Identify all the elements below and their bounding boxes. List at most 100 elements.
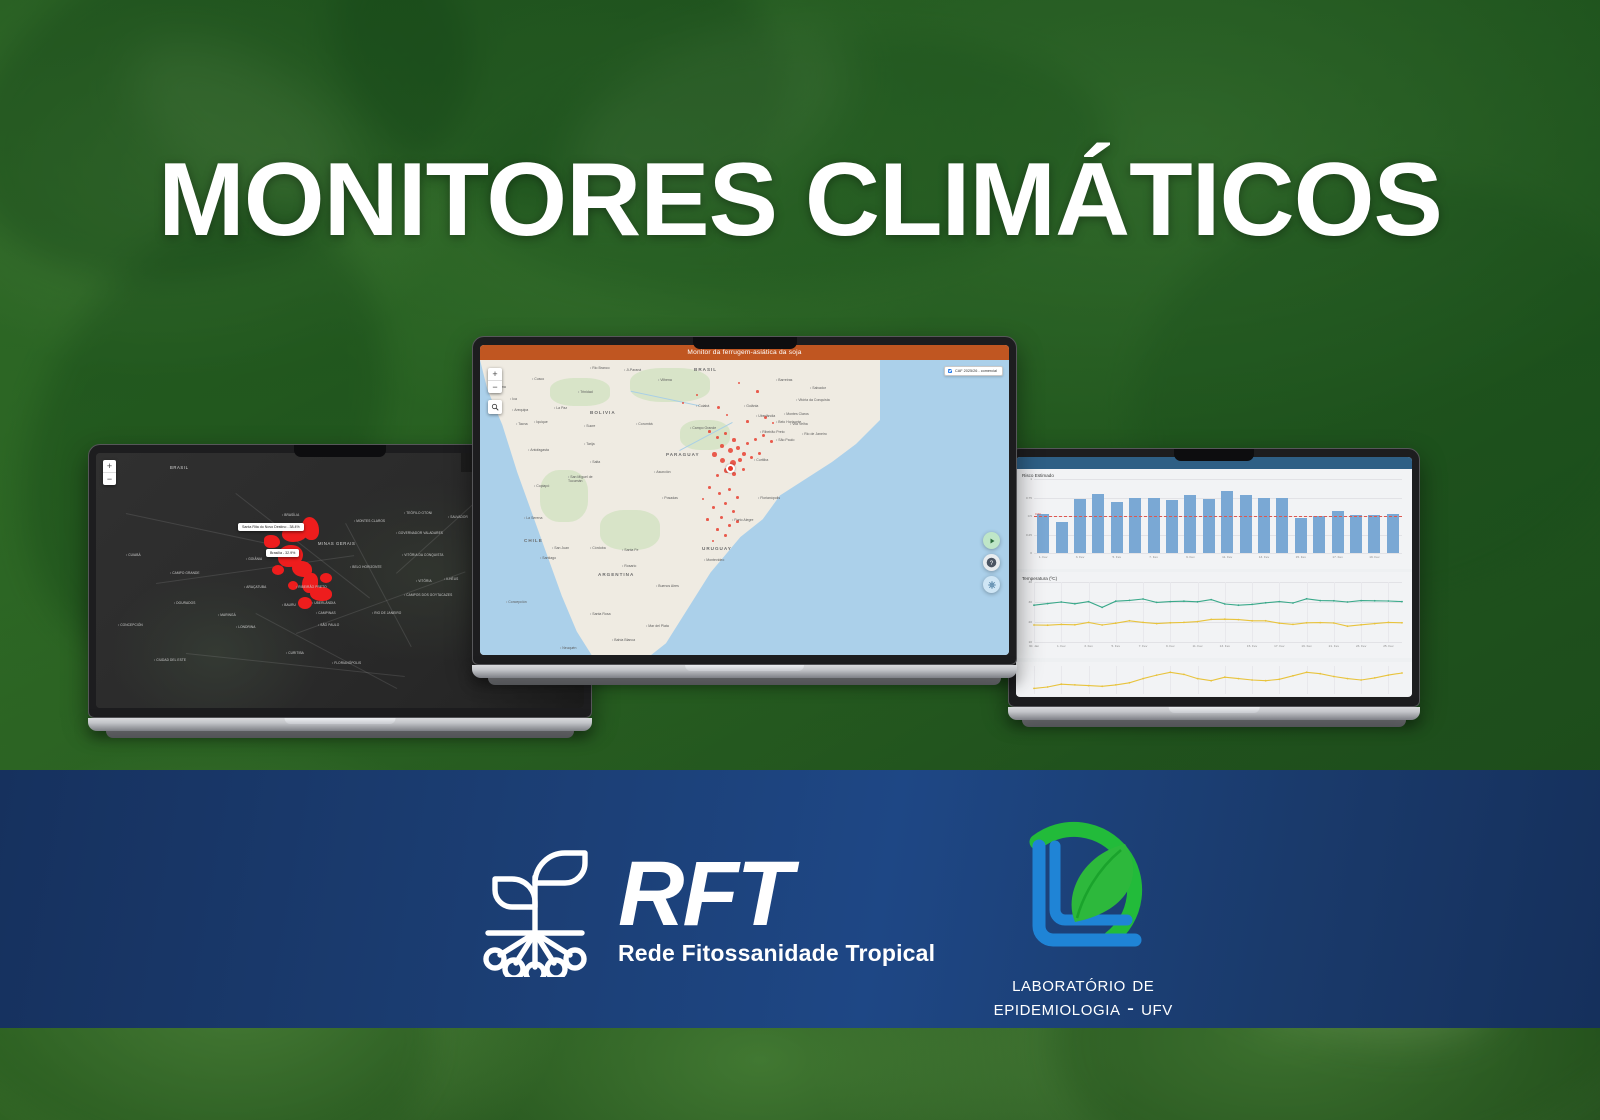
gridline — [1197, 666, 1199, 694]
bar[interactable] — [1129, 497, 1142, 553]
map-layer-legend[interactable]: CAF 2025/26 - comercial — [944, 366, 1003, 376]
gridline — [1143, 582, 1145, 642]
gridline — [1034, 497, 1402, 499]
gridline — [1224, 582, 1226, 642]
map-label: CAMPO GRANDE — [170, 571, 200, 575]
rft-acronym: RFT — [618, 842, 793, 945]
map-label: BELO HORIZONTE — [350, 565, 382, 569]
gridline — [1361, 582, 1363, 642]
x-axis-tick: 19. Fev — [1369, 555, 1380, 559]
gridline — [1034, 666, 1035, 694]
x-axis-tick: 1. Fev — [1038, 555, 1048, 559]
x-axis-tick: 13. Fev — [1258, 555, 1270, 559]
series-paths — [1033, 597, 1403, 628]
laptop-center-screen: Monitor da ferrugem-asiática da soja — [480, 345, 1009, 655]
laptop-right: Risco Estimado 0 0.25 0.5 0.75 1 0.50 1. Fev 3.… — [1008, 448, 1420, 727]
x-axis-tick: 3. Fev — [1084, 644, 1093, 648]
bar[interactable] — [1037, 513, 1050, 553]
y-axis-tick: 0.5 — [1027, 514, 1032, 518]
zoom-out-button[interactable]: − — [103, 472, 116, 485]
layer-checkbox[interactable] — [948, 369, 952, 373]
map-label: CONCEPCIÓN — [118, 623, 143, 627]
map-label: TEÓFILO OTONI — [404, 511, 432, 515]
risk-bar-chart[interactable]: 0 0.25 0.5 0.75 1 0.50 1. Fev 3. Fev 5. Fev 7. Fe… — [1026, 477, 1402, 559]
laptop-left-notch — [294, 445, 386, 457]
dashboard-topbar — [1016, 457, 1412, 469]
plant-root-network-icon — [470, 837, 600, 985]
map-label: CHILE — [524, 538, 543, 543]
gridline — [1034, 553, 1402, 554]
gridline — [1224, 666, 1226, 694]
search-icon[interactable] — [488, 400, 502, 414]
gridline — [1170, 582, 1172, 642]
gridline — [1252, 582, 1254, 642]
bar[interactable] — [1349, 515, 1363, 553]
play-icon[interactable] — [983, 532, 1000, 549]
x-axis-tick: 9. Fev — [1165, 644, 1175, 648]
map-label: BRASIL — [170, 465, 189, 470]
bar[interactable] — [1331, 510, 1344, 553]
rft-tagline: Rede Fitossanidade Tropical — [618, 940, 936, 967]
laptop-center-foot — [488, 678, 1001, 685]
third-line-chart[interactable] — [1033, 666, 1403, 694]
bar[interactable] — [1110, 501, 1123, 553]
chart-title: Risco Estimado — [1022, 473, 1054, 478]
risk-chart-panel: Risco Estimado 0 0.25 0.5 0.75 1 0.50 1. Fev 3.… — [1016, 469, 1412, 569]
bar[interactable] — [1313, 516, 1326, 553]
app-title: Monitor da ferrugem-asiática da soja — [687, 349, 802, 356]
map-zoom-controls[interactable]: + − — [103, 460, 116, 485]
bar[interactable] — [1184, 495, 1197, 553]
bar[interactable] — [1276, 498, 1289, 553]
bar[interactable] — [1221, 490, 1234, 553]
map-label: ARAÇATUBA — [244, 585, 266, 589]
map-label: MARINGÁ — [218, 613, 236, 617]
bar[interactable] — [1368, 515, 1381, 553]
risk-area — [264, 535, 280, 548]
chart-title: Temperatura (ºC) — [1022, 576, 1058, 581]
bar[interactable] — [1055, 521, 1068, 553]
zoom-in-button[interactable]: + — [106, 461, 113, 471]
map-label: LONDRINA — [236, 625, 256, 629]
map-zoom-controls[interactable]: + − — [488, 368, 502, 393]
x-axis-tick: 19. Fev — [1301, 644, 1312, 648]
risk-area — [272, 565, 284, 575]
threshold-line — [1034, 516, 1402, 517]
selected-location-marker[interactable] — [726, 464, 735, 473]
bar[interactable] — [1202, 498, 1215, 553]
ufv-lab-line1: Laboratório de — [1012, 973, 1155, 996]
bar[interactable] — [1147, 498, 1160, 553]
y-axis-tick: 30 — [1028, 600, 1032, 604]
temperature-line-chart[interactable]: 40 30 20 10 30. Jan 1. Fev 3. Fev 5. Fev 7. Fev 9… — [1029, 580, 1403, 648]
y-axis-tick: 1 — [1030, 477, 1032, 481]
series-paths — [1033, 671, 1403, 690]
gear-icon[interactable] — [983, 576, 1000, 593]
bar[interactable] — [1294, 518, 1307, 553]
laptop-left-base — [88, 718, 592, 731]
map-label: CIUDAD DEL ESTE — [154, 658, 186, 662]
bar[interactable] — [1092, 493, 1105, 553]
bar[interactable] — [1073, 498, 1087, 553]
x-axis-tick: 11. Fev — [1222, 555, 1233, 559]
bar[interactable] — [1257, 498, 1271, 553]
help-icon[interactable]: ? — [983, 554, 1000, 571]
risk-area — [310, 587, 332, 601]
x-axis-tick: 17. Fev — [1332, 555, 1343, 559]
bar[interactable] — [1239, 495, 1252, 553]
map-label: CAMPINAS — [316, 611, 336, 615]
zoom-in-button[interactable]: + — [492, 369, 498, 379]
svg-text:?: ? — [990, 560, 994, 567]
zoom-out-button[interactable]: − — [488, 380, 502, 393]
soy-rust-map[interactable]: BRASIL BOLIVIA PARAGUAY ARGENTINA CHILE … — [480, 360, 1009, 655]
ufv-lab-logo: Laboratório de Epidemiologia - UFV — [993, 798, 1173, 1021]
gridline — [1333, 666, 1335, 694]
map-label: MONTES CLAROS — [354, 519, 385, 523]
leaf-bracket-arc-icon — [993, 798, 1173, 971]
map-label: BAURU — [282, 603, 296, 607]
risk-area — [288, 581, 298, 590]
gridline — [1170, 666, 1172, 694]
x-axis-tick: 15. Fev — [1295, 555, 1306, 559]
x-axis-tick: 17. Fev — [1274, 644, 1285, 648]
bar[interactable] — [1386, 513, 1399, 553]
bar[interactable] — [1165, 500, 1179, 553]
x-axis-tick: 5. Fev — [1111, 644, 1121, 648]
